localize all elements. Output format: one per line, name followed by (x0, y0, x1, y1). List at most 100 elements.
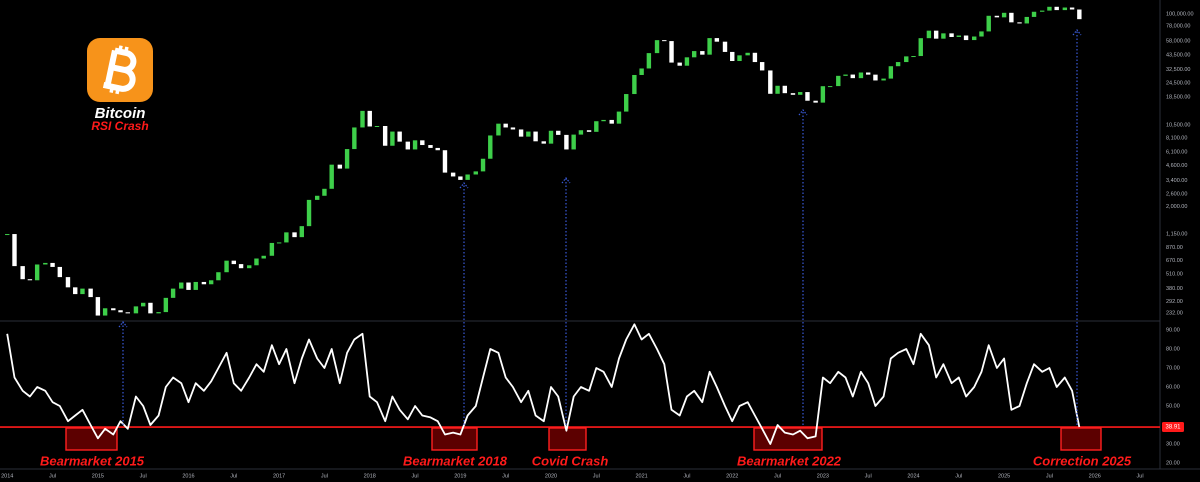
price-candle (247, 265, 252, 269)
logo-symbol (102, 45, 137, 95)
price-candle (737, 55, 742, 62)
y-tick-label: 20.00 (1166, 460, 1180, 466)
price-candle (269, 242, 275, 256)
y-tick-label: 70.00 (1166, 365, 1180, 371)
price-candle (963, 35, 969, 41)
price-candle (1017, 22, 1022, 24)
price-candle (329, 164, 334, 189)
price-candle (949, 33, 954, 37)
annotation: Bearmarket 2015 (40, 453, 145, 468)
price-candle (20, 266, 25, 280)
y-tick-label: 58,000.00 (1166, 38, 1190, 44)
price-candle (374, 125, 380, 127)
price-candle (1024, 16, 1029, 24)
y-tick-label: 100,000.00 (1166, 11, 1194, 17)
marks (0, 6, 1160, 451)
price-candle (752, 52, 758, 63)
price-candle (382, 125, 388, 146)
price-candle (813, 100, 818, 103)
price-candle (428, 145, 433, 148)
price-candle (1001, 12, 1007, 18)
x-tick-label: Jul (683, 473, 690, 479)
rsi-line (6, 323, 1081, 445)
price-candle (759, 62, 765, 71)
price-candle (941, 33, 946, 39)
logo-subtitle: RSI Crash (91, 119, 148, 133)
price-candle (714, 38, 720, 42)
price-candle (405, 141, 411, 150)
price-candle (224, 260, 229, 273)
logo-title: Bitcoin (95, 105, 146, 122)
price-candle (208, 280, 214, 285)
x-tick-label: 2020 (545, 473, 557, 479)
y-tick-label: 380.00 (1166, 286, 1183, 292)
arrow-head (459, 182, 469, 189)
price-candle (1062, 7, 1068, 11)
price-candle (50, 262, 55, 267)
price-candle (541, 141, 546, 144)
price-candle (571, 134, 576, 150)
x-tick-label: Jul (140, 473, 147, 479)
price-candle (473, 171, 478, 175)
y-tick-label: 2,600.00 (1166, 191, 1187, 197)
price-candle (322, 188, 327, 196)
arrow-head (798, 109, 808, 116)
price-candle (1031, 11, 1037, 17)
y-tick-label: 18,500.00 (1166, 95, 1190, 101)
price-candle (344, 149, 350, 169)
price-candle (360, 110, 365, 128)
y-tick-label: 10,500.00 (1166, 123, 1190, 129)
price-candle (918, 38, 923, 57)
price-candle (43, 262, 48, 265)
arrow-head (1072, 29, 1082, 36)
x-tick-label: Jul (230, 473, 237, 479)
price-candle (170, 288, 176, 298)
price-candle (518, 129, 524, 137)
price-candle (707, 38, 712, 55)
price-candle (895, 62, 901, 67)
price-candle (888, 66, 894, 79)
price-candle (624, 94, 629, 112)
x-tick-label: Jul (774, 473, 781, 479)
price-candle (390, 131, 395, 146)
price-candle (1009, 12, 1014, 23)
price-candle (768, 70, 773, 94)
price-candle (12, 234, 17, 267)
threshold-label: 38.91 (1165, 425, 1181, 431)
price-candle (986, 15, 991, 32)
price-candle (148, 302, 153, 314)
price-candle (820, 86, 826, 103)
x-tick-label: 2017 (273, 473, 285, 479)
price-candle (186, 282, 191, 290)
price-candle (201, 281, 207, 285)
x-tick-label: Jul (321, 473, 328, 479)
price-candle (111, 308, 116, 311)
price-candle (722, 41, 728, 52)
annotation: Covid Crash (532, 453, 609, 468)
price-candle (1039, 10, 1045, 12)
price-candle (254, 258, 259, 266)
price-candle (677, 62, 682, 66)
price-candle (654, 40, 660, 54)
price-candle (57, 266, 63, 278)
y-tick-label: 292.00 (1166, 299, 1183, 305)
price-candle (775, 85, 780, 94)
price-candle (5, 234, 10, 236)
price-candle (412, 140, 418, 150)
price-candle (480, 158, 486, 172)
price-candle (352, 127, 357, 150)
price-candle (420, 140, 425, 146)
y-tick-label: 232.00 (1166, 310, 1183, 316)
y-tick-label: 24,500.00 (1166, 81, 1190, 87)
price-candle (730, 51, 735, 62)
x-tick-label: Jul (502, 473, 509, 479)
y-tick-label: 4,600.00 (1166, 163, 1187, 169)
price-candle (231, 260, 237, 265)
price-candle (873, 74, 878, 81)
x-tick-label: Jul (955, 473, 962, 479)
price-candle (639, 68, 644, 75)
price-candle (367, 110, 372, 127)
y-tick-label: 80.00 (1166, 346, 1180, 352)
x-tick-label: Jul (412, 473, 419, 479)
